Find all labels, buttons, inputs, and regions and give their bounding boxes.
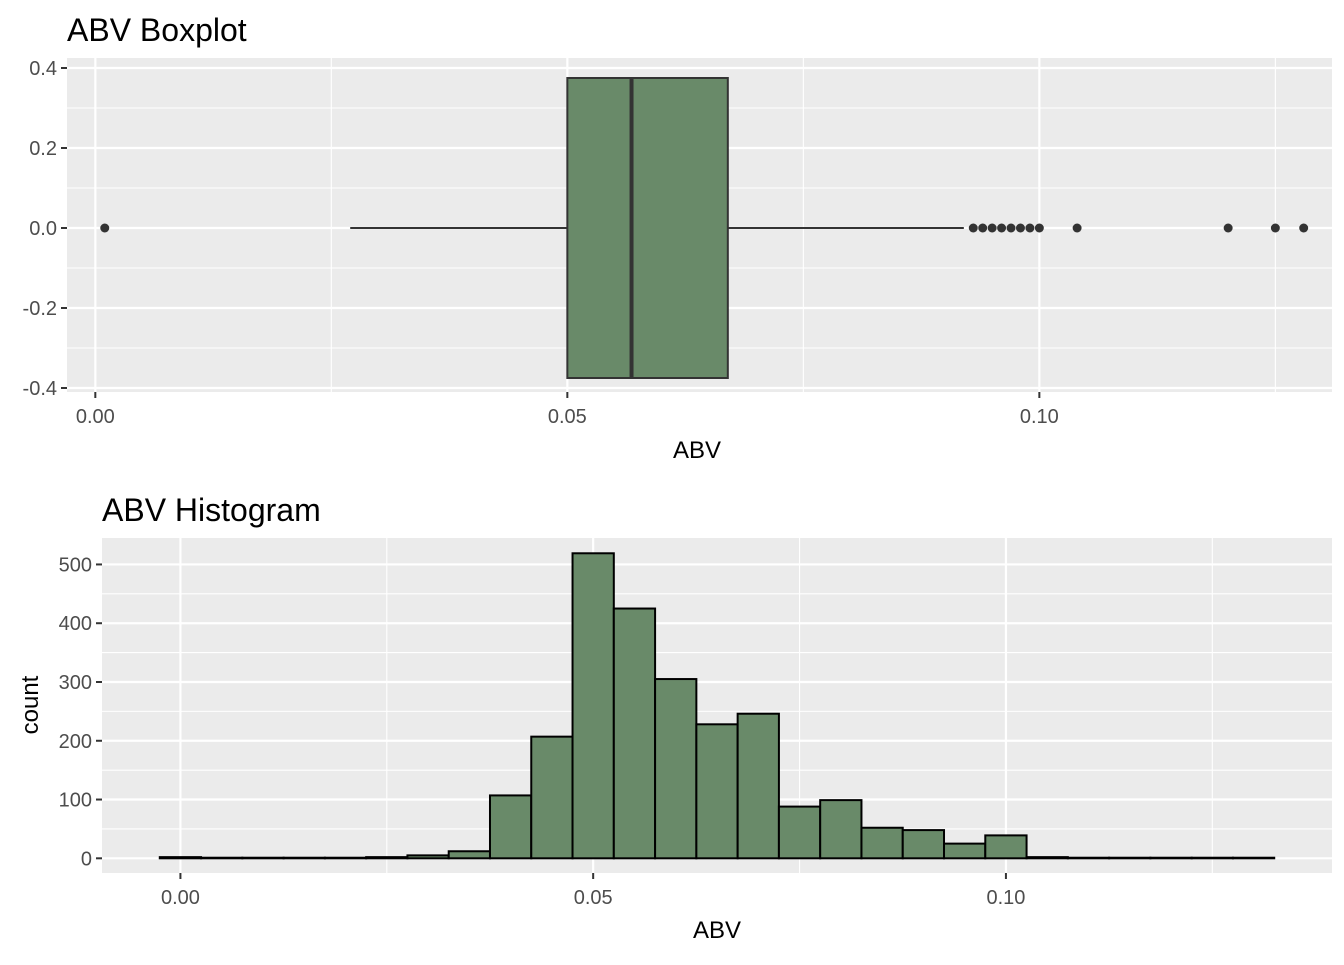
boxplot-x-ticks: 0.00 0.05 0.10 (76, 392, 1059, 428)
boxplot-outlier-point (978, 223, 988, 233)
histogram-bar (901, 829, 946, 860)
boxplot-x-axis-title: ABV (673, 437, 721, 464)
histogram-y-axis-title: count (17, 675, 44, 734)
histogram-bar (654, 678, 698, 860)
histogram-title: ABV Histogram (102, 492, 321, 528)
boxplot-outlier-point (1270, 223, 1280, 233)
boxplot-box (566, 77, 729, 379)
histogram-bar (612, 607, 657, 860)
histogram-grid (102, 538, 1332, 873)
histogram-bar (200, 856, 244, 860)
boxplot-marks (100, 77, 1309, 379)
histogram-x-tick-label: 0.05 (574, 887, 613, 909)
histogram-bar (447, 850, 491, 860)
boxplot-outlier-point (1072, 223, 1082, 233)
histogram-bar (1231, 856, 1276, 860)
histogram-bar (1066, 856, 1111, 860)
boxplot-outlier-point (1015, 223, 1025, 233)
histogram-bar (365, 856, 409, 860)
boxplot-x-tick-label: 0.10 (1020, 406, 1059, 428)
histogram-bar (241, 856, 285, 860)
boxplot-outlier-point (987, 223, 997, 233)
histogram-y-tick-label: 400 (59, 613, 92, 635)
histogram-x-ticks: 0.00 0.05 0.10 (161, 873, 1025, 909)
histogram-bar (736, 712, 780, 860)
histogram-bar (943, 842, 987, 860)
boxplot-outlier-point (997, 223, 1007, 233)
histogram-y-tick-label: 0 (81, 848, 92, 870)
boxplot-outlier-point (968, 223, 978, 233)
histogram-y-tick-label: 500 (59, 554, 92, 576)
histogram-bar (1190, 856, 1234, 860)
boxplot-outlier-point (1025, 223, 1035, 233)
histogram-bar (1025, 856, 1069, 860)
histogram-bar (571, 552, 615, 860)
histogram-bar (1149, 856, 1193, 860)
histogram-y-tick-label: 100 (59, 790, 92, 812)
boxplot-outlier-point (1006, 223, 1016, 233)
histogram-bar (819, 799, 863, 860)
histogram-bar (695, 723, 739, 860)
histogram-bar (984, 834, 1028, 860)
boxplot-y-ticks: 0.4 0.2 0.0 -0.2 -0.4 (23, 58, 67, 400)
boxplot-y-tick-label: -0.2 (23, 298, 57, 320)
histogram-bar (1108, 856, 1152, 860)
histogram-bar (406, 854, 450, 860)
boxplot-y-tick-label: 0.4 (29, 58, 57, 80)
boxplot-y-tick-label: -0.4 (23, 378, 57, 400)
histogram-y-tick-label: 300 (59, 672, 92, 694)
histogram-bar (158, 856, 203, 860)
boxplot-outlier-point (100, 223, 110, 233)
histogram-bar (282, 856, 326, 860)
histogram-bar (777, 805, 822, 860)
histogram-marks (158, 552, 1276, 860)
boxplot-title: ABV Boxplot (67, 12, 247, 48)
boxplot-outlier-point (1034, 223, 1044, 233)
histogram-bar (323, 856, 368, 860)
histogram-y-ticks: 0 100 200 300 400 500 (59, 554, 102, 870)
histogram-x-axis-title: ABV (693, 917, 741, 944)
histogram-y-tick-label: 200 (59, 731, 92, 753)
boxplot-x-tick-label: 0.05 (548, 406, 587, 428)
histogram-bar (860, 826, 904, 860)
boxplot-x-tick-label: 0.00 (76, 406, 115, 428)
boxplot-y-tick-label: 0.0 (29, 218, 57, 240)
histogram-bar (530, 735, 574, 860)
boxplot-outlier-point (1223, 223, 1233, 233)
histogram-x-tick-label: 0.00 (161, 887, 200, 909)
histogram-bar (488, 794, 533, 860)
boxplot-y-tick-label: 0.2 (29, 138, 57, 160)
histogram-x-tick-label: 0.10 (986, 887, 1025, 909)
boxplot-outlier-point (1299, 223, 1309, 233)
